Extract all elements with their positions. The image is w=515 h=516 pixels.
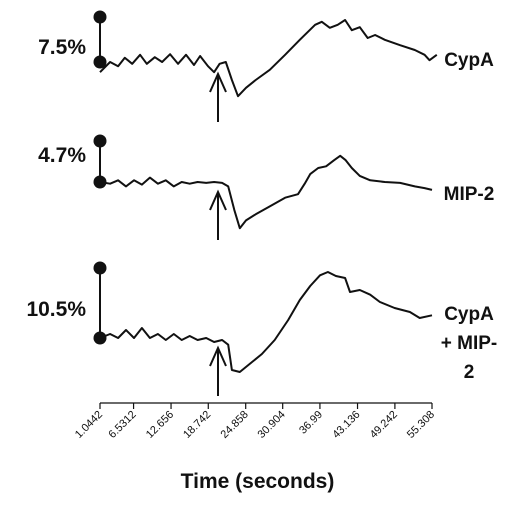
arrow bbox=[209, 345, 227, 396]
trace bbox=[99, 154, 433, 230]
x-axis-title: Time (seconds) bbox=[180, 470, 335, 493]
x-tick-label: 49.242 bbox=[368, 409, 400, 441]
x-tick-label: 12.656 bbox=[144, 409, 176, 441]
scale-label: 10.5% bbox=[26, 298, 86, 321]
x-tick-label: 30.904 bbox=[256, 409, 288, 441]
scale-bar-end bbox=[93, 175, 107, 189]
x-tick-label: 1.0442 bbox=[73, 409, 105, 441]
x-tick-label: 6.5312 bbox=[106, 409, 138, 441]
stimulus-arrows bbox=[209, 71, 227, 396]
trace bbox=[99, 19, 438, 98]
x-tick-label: 55.308 bbox=[405, 409, 437, 441]
arrow bbox=[209, 71, 227, 122]
scale-bar-end bbox=[93, 261, 107, 275]
series-label: CypA bbox=[444, 50, 494, 71]
series-label: CypA + MIP-2 bbox=[440, 304, 498, 383]
scale-bar-end bbox=[93, 331, 107, 345]
scale-bar-end bbox=[93, 134, 107, 148]
trace bbox=[99, 271, 433, 373]
x-tick-label: 18.742 bbox=[181, 409, 213, 441]
scale-bar-end bbox=[93, 55, 107, 69]
x-tick-label: 43.136 bbox=[330, 409, 362, 441]
scale-bar-end bbox=[93, 10, 107, 24]
scale-label: 4.7% bbox=[38, 144, 86, 167]
scale-label: 7.5% bbox=[38, 36, 86, 59]
series-label: MIP-2 bbox=[443, 184, 495, 205]
arrow bbox=[209, 189, 227, 240]
x-tick-label: 36.99 bbox=[297, 409, 325, 437]
x-tick-label: 24.858 bbox=[219, 409, 251, 441]
